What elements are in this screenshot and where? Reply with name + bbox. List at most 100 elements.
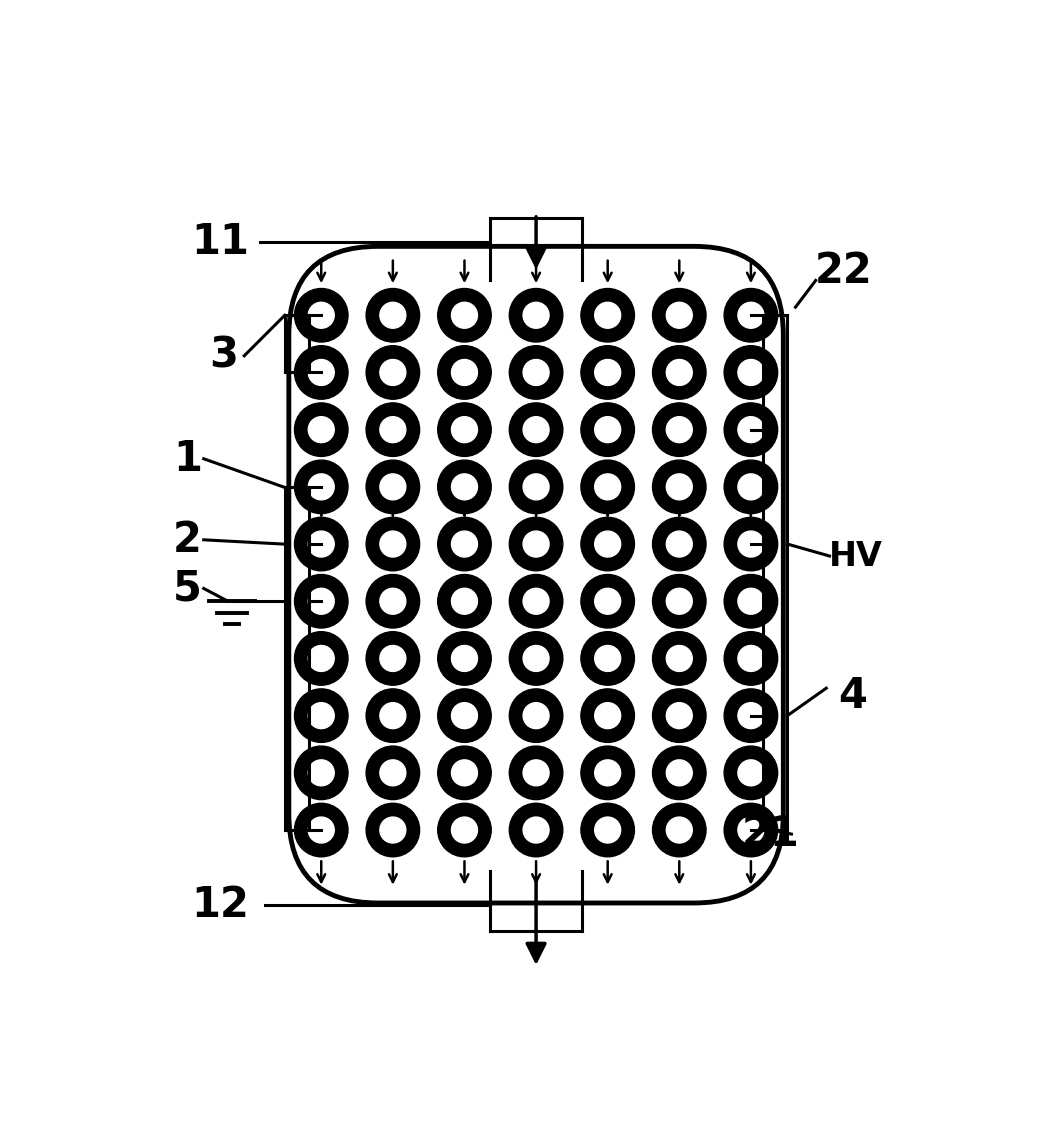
Text: 2: 2	[173, 519, 202, 560]
Circle shape	[653, 460, 706, 513]
Circle shape	[737, 360, 764, 385]
Circle shape	[581, 689, 635, 743]
Circle shape	[523, 702, 549, 729]
Circle shape	[653, 689, 706, 743]
Circle shape	[653, 289, 706, 342]
Circle shape	[595, 760, 620, 786]
Circle shape	[380, 303, 406, 328]
Circle shape	[581, 460, 635, 513]
Circle shape	[581, 803, 635, 857]
Circle shape	[309, 588, 335, 614]
Circle shape	[724, 346, 777, 399]
Circle shape	[523, 303, 549, 328]
Circle shape	[452, 360, 477, 385]
Circle shape	[653, 631, 706, 685]
Circle shape	[366, 689, 419, 743]
Circle shape	[380, 702, 406, 729]
Circle shape	[653, 574, 706, 628]
Circle shape	[737, 702, 764, 729]
Circle shape	[309, 645, 335, 672]
Text: 5: 5	[173, 567, 202, 610]
Circle shape	[452, 474, 477, 500]
Circle shape	[737, 303, 764, 328]
Circle shape	[452, 303, 477, 328]
Circle shape	[380, 360, 406, 385]
Circle shape	[523, 588, 549, 614]
Circle shape	[595, 303, 620, 328]
Circle shape	[509, 403, 563, 456]
Circle shape	[595, 702, 620, 729]
Text: 3: 3	[209, 335, 238, 377]
Circle shape	[380, 760, 406, 786]
Circle shape	[595, 817, 620, 843]
Circle shape	[581, 403, 635, 456]
Circle shape	[737, 817, 764, 843]
Circle shape	[724, 403, 777, 456]
FancyBboxPatch shape	[289, 246, 783, 903]
Circle shape	[295, 803, 348, 857]
Circle shape	[509, 574, 563, 628]
Circle shape	[380, 531, 406, 557]
Circle shape	[295, 517, 348, 571]
Circle shape	[581, 517, 635, 571]
Circle shape	[366, 746, 419, 800]
Circle shape	[452, 702, 477, 729]
Circle shape	[666, 474, 692, 500]
Circle shape	[724, 460, 777, 513]
Circle shape	[724, 803, 777, 857]
Circle shape	[523, 817, 549, 843]
Text: HV: HV	[829, 540, 883, 573]
Circle shape	[380, 817, 406, 843]
Circle shape	[737, 474, 764, 500]
Circle shape	[295, 346, 348, 399]
Circle shape	[737, 531, 764, 557]
Circle shape	[366, 631, 419, 685]
Circle shape	[666, 303, 692, 328]
Circle shape	[309, 760, 335, 786]
Circle shape	[523, 531, 549, 557]
Circle shape	[509, 746, 563, 800]
Circle shape	[366, 403, 419, 456]
Circle shape	[595, 360, 620, 385]
Circle shape	[366, 346, 419, 399]
Circle shape	[437, 746, 492, 800]
Circle shape	[437, 574, 492, 628]
Circle shape	[380, 588, 406, 614]
Circle shape	[309, 303, 335, 328]
Circle shape	[523, 645, 549, 672]
Circle shape	[366, 574, 419, 628]
Circle shape	[366, 289, 419, 342]
Circle shape	[509, 803, 563, 857]
Circle shape	[737, 645, 764, 672]
Circle shape	[437, 631, 492, 685]
Circle shape	[380, 474, 406, 500]
Circle shape	[509, 631, 563, 685]
Circle shape	[666, 702, 692, 729]
Circle shape	[295, 631, 348, 685]
Circle shape	[595, 417, 620, 442]
Circle shape	[452, 417, 477, 442]
Circle shape	[595, 588, 620, 614]
Circle shape	[666, 817, 692, 843]
Circle shape	[523, 417, 549, 442]
Circle shape	[509, 289, 563, 342]
Circle shape	[309, 817, 335, 843]
Circle shape	[452, 760, 477, 786]
Circle shape	[437, 289, 492, 342]
Circle shape	[309, 360, 335, 385]
Circle shape	[309, 702, 335, 729]
Circle shape	[366, 803, 419, 857]
Circle shape	[724, 289, 777, 342]
Circle shape	[581, 631, 635, 685]
Circle shape	[595, 531, 620, 557]
Circle shape	[724, 574, 777, 628]
Circle shape	[737, 417, 764, 442]
Circle shape	[452, 817, 477, 843]
Circle shape	[437, 403, 492, 456]
Circle shape	[509, 689, 563, 743]
Circle shape	[666, 645, 692, 672]
Circle shape	[666, 588, 692, 614]
Circle shape	[380, 417, 406, 442]
Circle shape	[724, 517, 777, 571]
Circle shape	[523, 360, 549, 385]
